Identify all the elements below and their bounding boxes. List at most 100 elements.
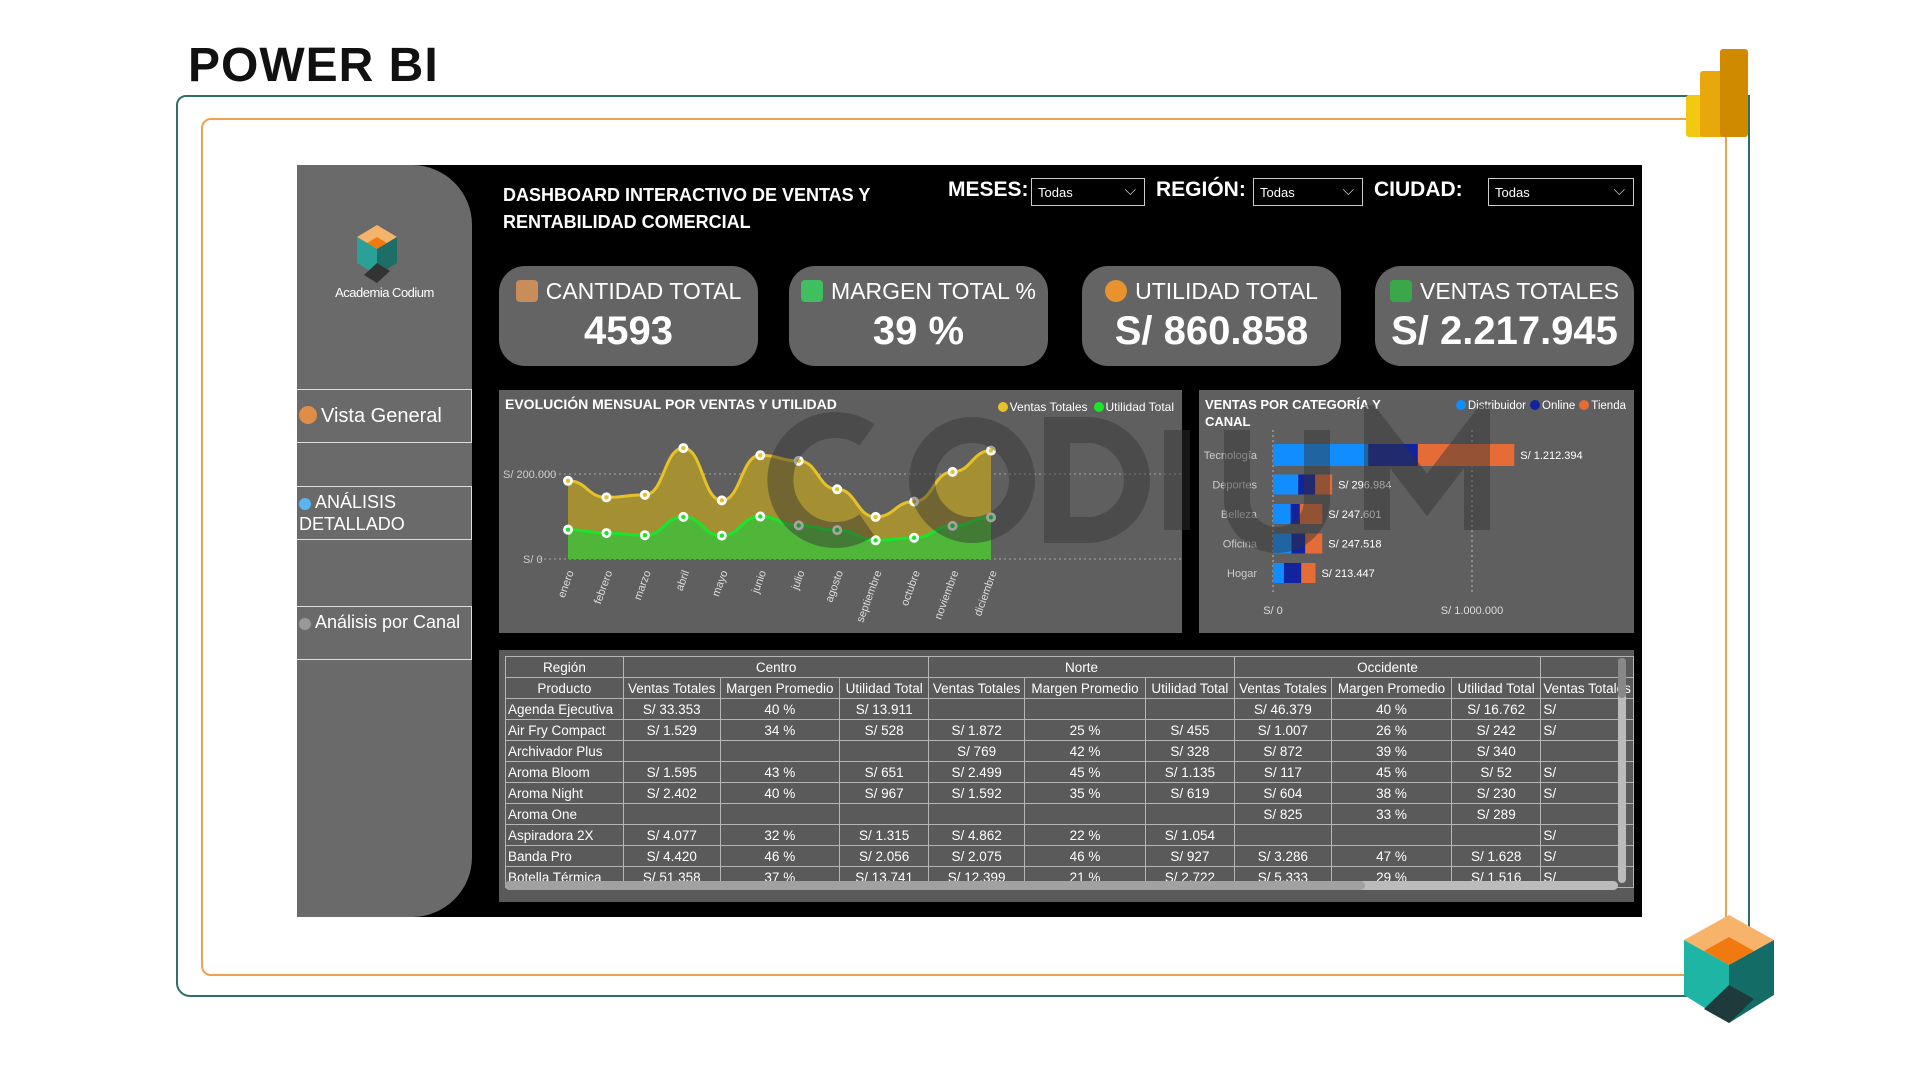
bar-segment [1305,533,1323,554]
data-point-center [565,478,571,483]
measure-header[interactable]: Ventas Totales [1233,677,1333,699]
data-label: S/ 296.984 [1338,480,1391,492]
legend-item[interactable]: Tienda [1579,400,1626,412]
region-centro[interactable]: Centro [622,656,930,678]
bar-segment [1273,533,1292,554]
bar-chart-legend: Distribuidor Online Tienda [1455,400,1626,412]
value-cell: S/ 528 [839,719,930,741]
measure-header[interactable]: Margen Promedio [719,677,841,699]
value-cell: S/ 967 [839,782,930,804]
legend-item[interactable]: Ventas Totales [997,400,1088,414]
filter-meses-select[interactable]: Todas ⌵ [1031,178,1145,206]
data-point-center [950,523,955,529]
value-cell: S/ 455 [1145,719,1235,741]
measure-header[interactable]: Margen Promedio [1023,677,1147,699]
x-tick-label: octubre [899,569,923,608]
scroll-thumb[interactable] [505,881,1365,890]
product-cell: Archivador Plus [505,740,624,762]
value-cell: 46 % [1023,845,1147,867]
x-tick-label: abril [674,569,692,593]
bar-segment [1368,444,1418,466]
value-cell: S/ 289 [1451,803,1542,825]
filter-region-select[interactable]: Todas ⌵ [1253,178,1363,206]
data-point-center [988,448,994,453]
value-cell: 42 % [1023,740,1147,762]
vertical-scrollbar[interactable] [1618,658,1626,883]
value-cell: S/ 619 [1145,782,1235,804]
value-cell: S/ 242 [1451,719,1542,741]
value-cell: 26 % [1331,719,1453,741]
value-cell: S/ 825 [1233,803,1333,825]
legend-dot-icon [1093,402,1104,412]
nav-analisis-canal[interactable]: Análisis por Canal [297,606,472,660]
value-cell: S/ 651 [839,761,930,783]
kpi-value: 4593 [584,309,673,353]
value-cell [719,740,841,762]
dashboard: Academia Codium Vista General ANÁLISIS D… [297,165,1642,917]
legend-item[interactable]: Distribuidor [1455,400,1526,412]
table-row[interactable]: Aroma Night S/ 2.402 40 % S/ 967 S/ 1.592 35 … [505,782,1634,804]
measure-header[interactable]: Ventas Totales [622,677,721,699]
filter-ciudad-select[interactable]: Todas ⌵ [1488,178,1634,206]
select-value: Todas [1495,185,1530,200]
category-label: Belleza [1221,509,1258,521]
codium-cube-icon [1684,915,1774,1023]
horizontal-scrollbar[interactable] [505,881,1618,890]
nav-analisis-detallado[interactable]: ANÁLISIS DETALLADO [297,486,472,540]
measure-header[interactable]: Utilidad Total [1451,677,1542,699]
value-cell: 22 % [1023,824,1147,846]
bar-chart: S/ 0 S/ 1.000.000 Tecnología S/ 1.212.394 De… [1204,430,1583,617]
filter-meses-label: MESES: [948,178,1029,201]
data-point-center [950,469,955,475]
table-row[interactable]: Banda Pro S/ 4.420 46 % S/ 2.056 S/ 2.075 46 … [505,845,1634,867]
value-cell: S/ 1.595 [622,761,721,783]
value-cell: 35 % [1023,782,1147,804]
x-tick-label: julio [789,569,807,592]
value-cell: 40 % [719,782,841,804]
value-cell: S/ 1.135 [1145,761,1235,783]
measure-header[interactable]: Margen Promedio [1331,677,1453,699]
value-cell [1233,824,1333,846]
table-row[interactable]: Aroma One S/ 825 33 % S/ 289 [505,803,1634,825]
category-label: Tecnología [1204,450,1258,462]
data-point-center [642,492,648,498]
measure-header[interactable]: Utilidad Total [1145,677,1235,699]
product-cell: Aroma One [505,803,624,825]
value-cell: S/ [1540,698,1634,720]
region-occidente[interactable]: Occidente [1233,656,1542,678]
value-cell: S/ 52 [1451,761,1542,783]
category-label: Oficina [1223,539,1258,551]
product-cell: Aroma Night [505,782,624,804]
table-row[interactable]: Air Fry Compact S/ 1.529 34 % S/ 528 S/ 1.87… [505,719,1634,741]
table-row[interactable]: Aspiradora 2X S/ 4.077 32 % S/ 1.315 S/ 4.86… [505,824,1634,846]
measure-header[interactable]: Utilidad Total [839,677,930,699]
value-cell: S/ 2.499 [928,761,1025,783]
table-row[interactable]: Archivador Plus S/ 769 42 % S/ 328 S/ 872 39 … [505,740,1634,762]
x-tick-label: febrero [592,569,615,606]
nav-vista-general[interactable]: Vista General [297,389,472,443]
line-chart-legend: Ventas Totales Utilidad Total [997,400,1174,414]
table-row[interactable]: Agenda Ejecutiva S/ 33.353 40 % S/ 13.911 S/… [505,698,1634,720]
legend-item[interactable]: Online [1530,400,1575,412]
value-cell: 33 % [1331,803,1453,825]
kpi-label: MARGEN TOTAL % [831,278,1036,304]
legend-item[interactable]: Utilidad Total [1093,400,1174,414]
category-label: Hogar [1227,568,1257,580]
page-title: POWER BI [188,39,439,92]
region-norte[interactable]: Norte [928,656,1235,678]
data-point-center [719,533,725,538]
value-cell [622,740,721,762]
kpi-value: 39 % [872,309,965,353]
kpi-value: S/ 860.858 [1114,309,1309,353]
value-cell: S/ 230 [1451,782,1542,804]
x-tick-label: S/ 0 [1263,605,1283,617]
measure-header[interactable]: Ventas Totales [928,677,1025,699]
y-tick-label: S/ 0 [523,554,543,566]
product-label[interactable]: Producto [505,677,624,699]
value-cell: 46 % [719,845,841,867]
value-cell: S/ 2.402 [622,782,721,804]
data-point-center [681,514,686,520]
table-row[interactable]: Aroma Bloom S/ 1.595 43 % S/ 651 S/ 2.499 45 … [505,761,1634,783]
scroll-thumb[interactable] [1618,658,1626,698]
bar-segment [1273,444,1369,466]
